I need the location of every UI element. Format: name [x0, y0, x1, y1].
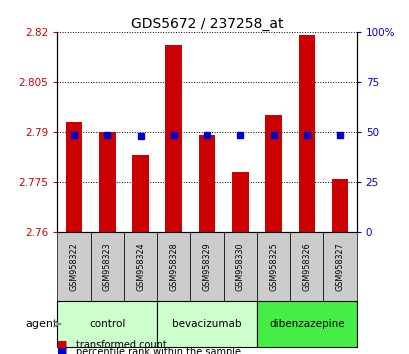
Text: GSM958327: GSM958327	[335, 242, 344, 291]
Text: ■: ■	[57, 347, 68, 354]
Text: GSM958325: GSM958325	[268, 242, 277, 291]
Text: control: control	[89, 319, 125, 329]
Bar	[198, 136, 215, 232]
Bar	[65, 122, 82, 232]
Text: GSM958328: GSM958328	[169, 242, 178, 291]
Bar	[290, 232, 323, 301]
Title: GDS5672 / 237258_at: GDS5672 / 237258_at	[130, 17, 283, 31]
Text: GSM958323: GSM958323	[103, 242, 112, 291]
Text: agent: agent	[25, 319, 57, 329]
Bar	[331, 179, 348, 232]
Bar	[323, 232, 356, 301]
Bar	[99, 132, 115, 232]
Bar	[190, 232, 223, 301]
Text: dibenzazepine: dibenzazepine	[268, 319, 344, 329]
Text: GSM958322: GSM958322	[70, 242, 79, 291]
Bar	[256, 232, 290, 301]
Bar	[57, 301, 157, 347]
Bar	[124, 232, 157, 301]
Bar	[231, 172, 248, 232]
Bar	[265, 115, 281, 232]
Bar	[57, 232, 90, 301]
Bar	[298, 35, 315, 232]
Text: transformed count: transformed count	[76, 340, 166, 350]
Bar	[132, 155, 148, 232]
Text: GSM958330: GSM958330	[235, 242, 244, 291]
Text: ■: ■	[57, 340, 68, 350]
Bar	[90, 232, 124, 301]
Bar	[223, 232, 256, 301]
Text: GSM958329: GSM958329	[202, 242, 211, 291]
Text: GSM958324: GSM958324	[136, 242, 145, 291]
Bar	[157, 232, 190, 301]
Text: percentile rank within the sample: percentile rank within the sample	[76, 347, 240, 354]
Bar	[165, 45, 182, 232]
Text: GSM958326: GSM958326	[301, 242, 310, 291]
Bar	[256, 301, 356, 347]
Text: bevacizumab: bevacizumab	[172, 319, 241, 329]
Bar	[157, 301, 256, 347]
